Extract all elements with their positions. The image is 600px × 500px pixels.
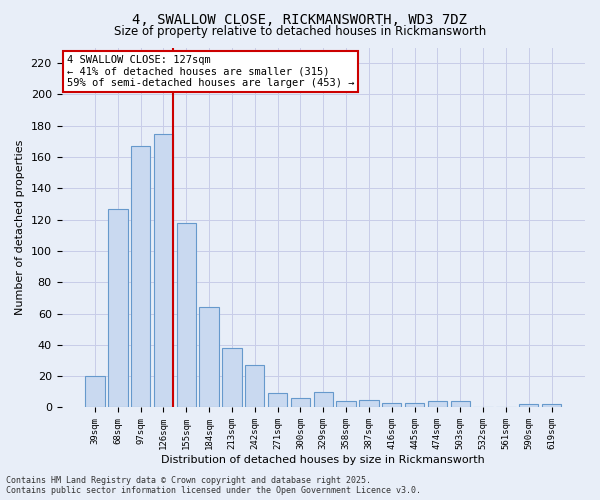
Bar <box>451 401 470 407</box>
Bar <box>245 365 265 408</box>
Bar <box>291 398 310 407</box>
Y-axis label: Number of detached properties: Number of detached properties <box>15 140 25 315</box>
Bar <box>519 404 538 407</box>
Bar <box>85 376 105 408</box>
Text: Size of property relative to detached houses in Rickmansworth: Size of property relative to detached ho… <box>114 25 486 38</box>
Bar <box>222 348 242 408</box>
Bar <box>428 401 447 407</box>
Text: 4 SWALLOW CLOSE: 127sqm
← 41% of detached houses are smaller (315)
59% of semi-d: 4 SWALLOW CLOSE: 127sqm ← 41% of detache… <box>67 54 354 88</box>
Text: 4, SWALLOW CLOSE, RICKMANSWORTH, WD3 7DZ: 4, SWALLOW CLOSE, RICKMANSWORTH, WD3 7DZ <box>133 12 467 26</box>
Bar <box>176 223 196 408</box>
Bar <box>542 404 561 407</box>
Bar <box>131 146 151 407</box>
Bar <box>268 394 287 407</box>
X-axis label: Distribution of detached houses by size in Rickmansworth: Distribution of detached houses by size … <box>161 455 485 465</box>
Bar <box>154 134 173 407</box>
Text: Contains HM Land Registry data © Crown copyright and database right 2025.
Contai: Contains HM Land Registry data © Crown c… <box>6 476 421 495</box>
Bar <box>382 403 401 407</box>
Bar <box>314 392 333 407</box>
Bar <box>337 401 356 407</box>
Bar <box>199 308 219 408</box>
Bar <box>108 208 128 408</box>
Bar <box>359 400 379 407</box>
Bar <box>405 403 424 407</box>
